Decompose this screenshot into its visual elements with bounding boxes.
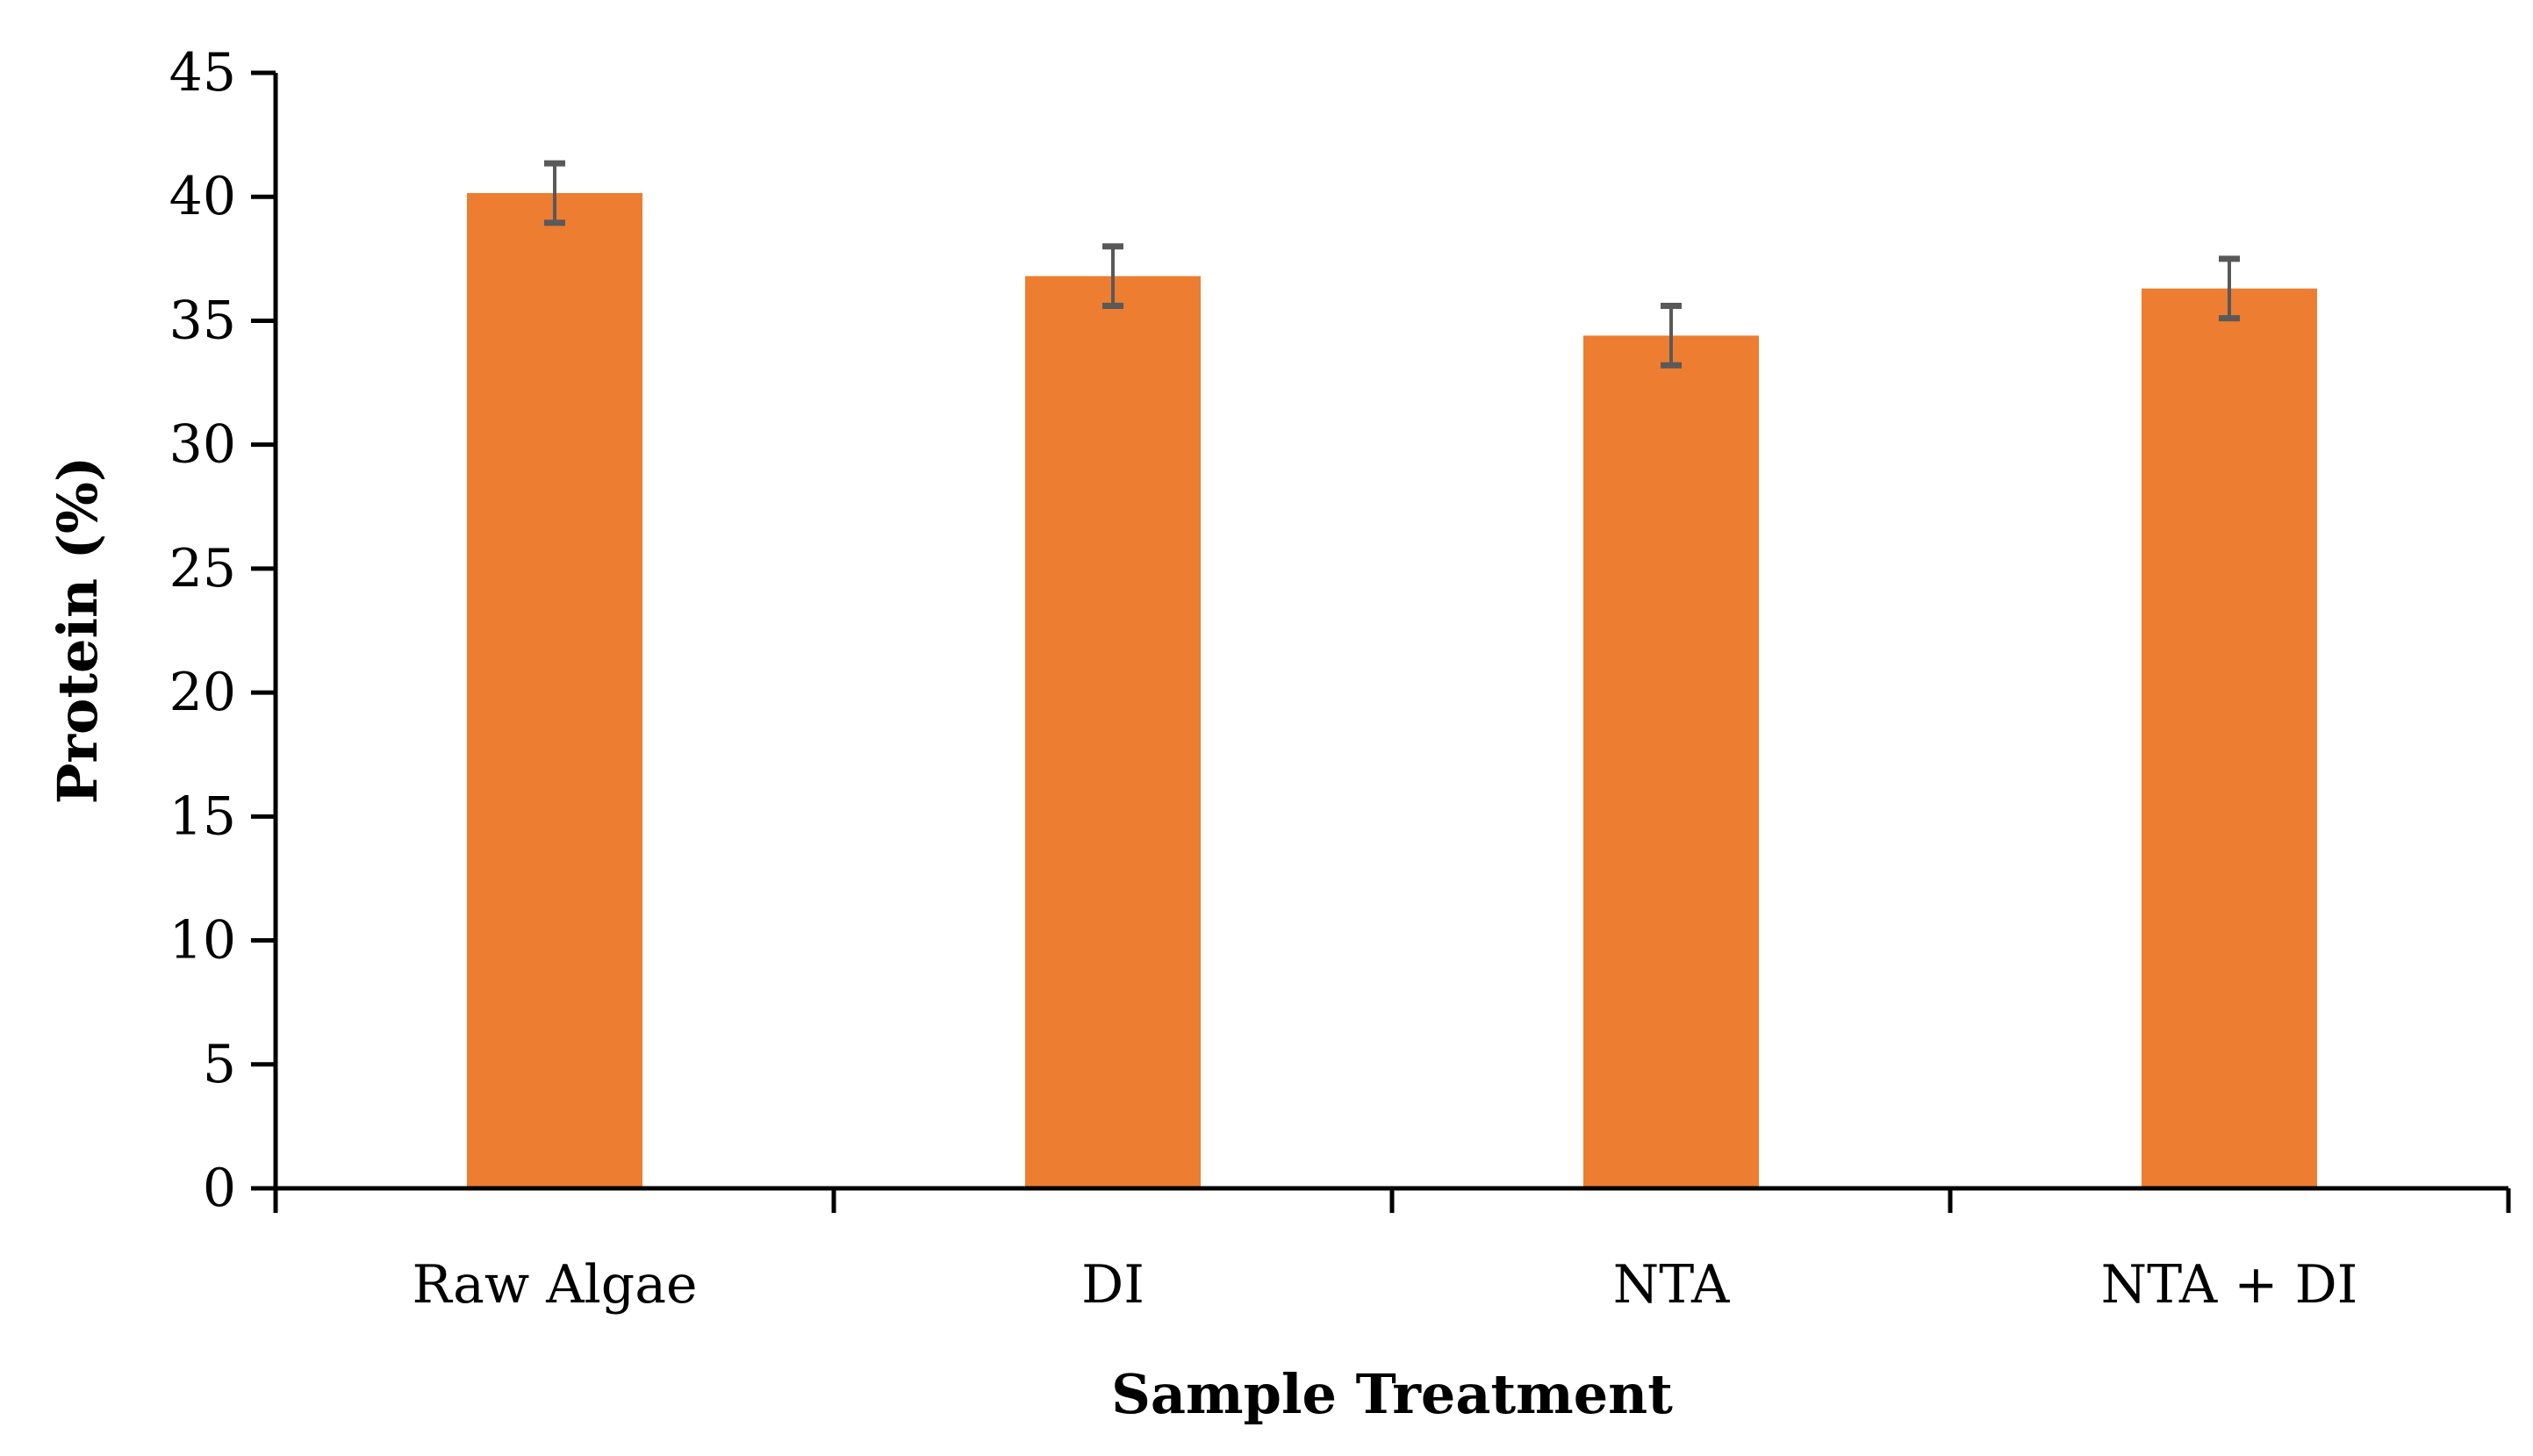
x-tick-label: Raw Algae xyxy=(413,1254,698,1316)
y-tick-label: 35 xyxy=(169,290,236,351)
x-axis-label: Sample Treatment xyxy=(1111,1362,1673,1426)
x-tick-label: DI xyxy=(1081,1254,1145,1316)
y-tick-label: 45 xyxy=(169,42,236,104)
y-tick-label: 40 xyxy=(169,166,236,227)
y-axis-label: Protein (%) xyxy=(46,456,110,805)
axes-group: 0 5 10 15 20 25 30 35 40 45 Raw Algae DI NTA NTA + DI xyxy=(169,42,2511,1316)
bar-di xyxy=(1025,276,1201,1188)
y-tick-label: 30 xyxy=(169,414,236,476)
bar-nta-di xyxy=(2142,288,2317,1188)
bar-nta xyxy=(1583,335,1759,1188)
x-tick-label: NTA xyxy=(1613,1254,1730,1316)
bar-raw-algae xyxy=(467,192,642,1188)
y-tick-label: 0 xyxy=(203,1158,236,1219)
y-tick-label: 10 xyxy=(169,910,236,972)
bars-group xyxy=(467,192,2317,1188)
x-tick-label: NTA + DI xyxy=(2101,1254,2358,1316)
error-bars-group xyxy=(544,160,2240,369)
y-tick-label: 15 xyxy=(169,785,236,847)
y-tick-label: 25 xyxy=(169,538,236,599)
y-tick-label: 20 xyxy=(169,662,236,723)
y-tick-label: 5 xyxy=(203,1034,236,1095)
